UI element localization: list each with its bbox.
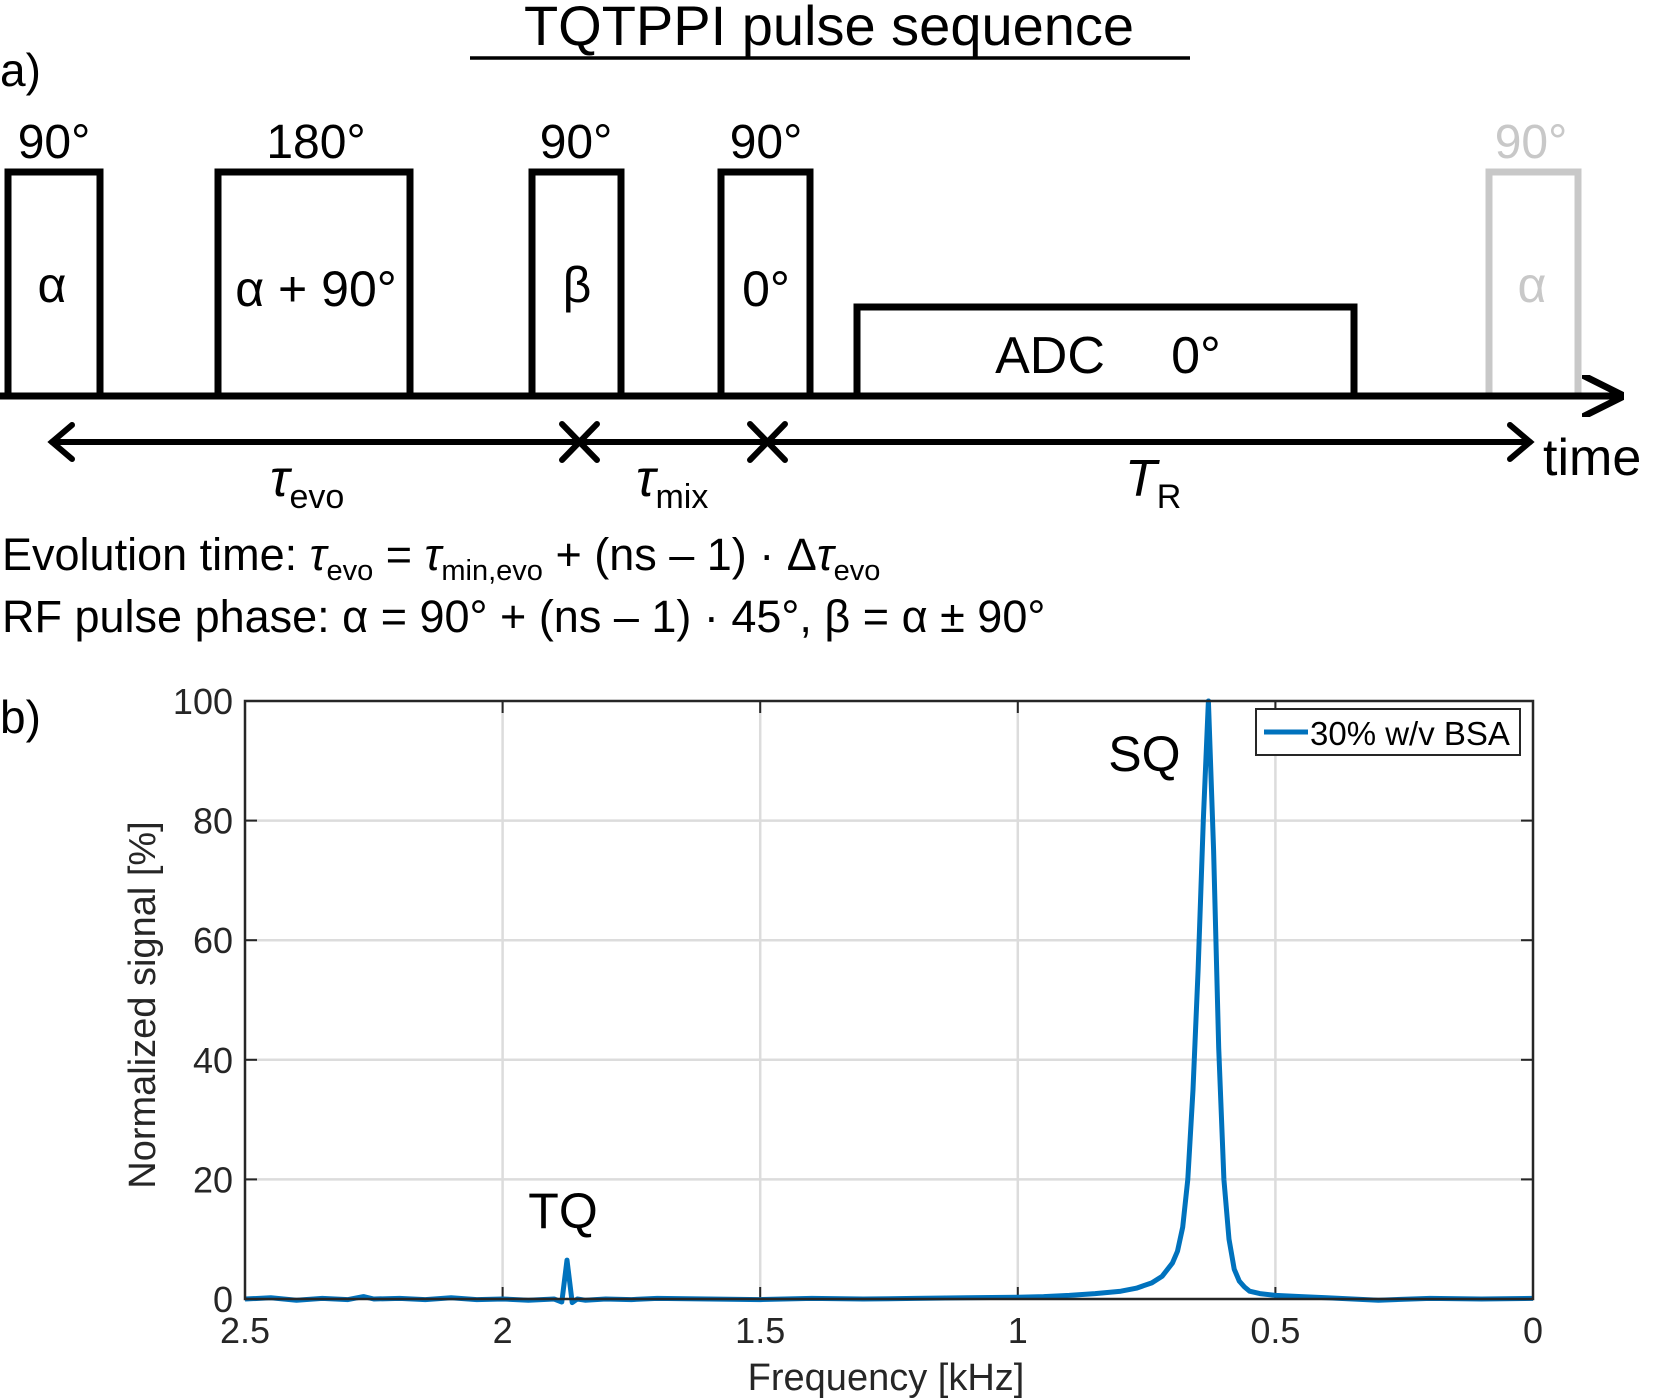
x-tick-label: 2.5 bbox=[220, 1310, 270, 1351]
pulse-2-phase: α + 90° bbox=[235, 261, 397, 317]
x-tick-label: 2 bbox=[493, 1310, 513, 1351]
evo-arrow-head bbox=[47, 422, 75, 462]
y-tick-label: 60 bbox=[193, 920, 233, 961]
figure-title: TQTPPI pulse sequence bbox=[524, 0, 1134, 57]
y-axis-label: Normalized signal [%] bbox=[122, 821, 164, 1188]
pulse-5-phase: α bbox=[1518, 257, 1547, 313]
pulse-4-phase: 0° bbox=[742, 261, 790, 317]
y-axis-ticks: 0 20 40 60 80 100 bbox=[173, 681, 1533, 1320]
y-tick-label: 0 bbox=[213, 1279, 233, 1320]
x-tick-label: 1 bbox=[1008, 1310, 1028, 1351]
legend-label: 30% w/v BSA bbox=[1310, 715, 1510, 752]
interval-arrows bbox=[47, 421, 1535, 463]
y-tick-label: 80 bbox=[193, 801, 233, 842]
tau-evo-label: τevo bbox=[270, 450, 344, 516]
y-tick-label: 100 bbox=[173, 681, 233, 722]
panel-a-label: a) bbox=[0, 44, 41, 96]
x-tick-label: 0 bbox=[1523, 1310, 1543, 1351]
pulse-1-phase: α bbox=[38, 257, 67, 313]
pulse-3-phase: β bbox=[563, 257, 592, 313]
grid bbox=[245, 701, 1533, 1299]
pulse-3-angle: 90° bbox=[540, 116, 613, 169]
adc-label: ADC bbox=[995, 327, 1105, 385]
legend: 30% w/v BSA bbox=[1255, 708, 1521, 756]
rf-phase-equation: RF pulse phase: α = 90° + (ns – 1) · 45°… bbox=[2, 591, 1045, 642]
x-axis-ticks: 2.5 2 1.5 1 0.5 0 bbox=[220, 701, 1543, 1351]
x-axis-label: Frequency [kHz] bbox=[748, 1357, 1025, 1399]
series-line-30-bsa bbox=[244, 698, 1534, 1306]
adc-phase: 0° bbox=[1171, 327, 1221, 385]
tq-peak-annotation: TQ bbox=[528, 1183, 597, 1239]
sq-peak-annotation: SQ bbox=[1108, 726, 1180, 782]
tr-label: TR bbox=[1125, 450, 1181, 516]
pulse-2-angle: 180° bbox=[266, 116, 365, 169]
y-tick-label: 40 bbox=[193, 1040, 233, 1081]
plot-frame bbox=[243, 699, 1535, 1301]
panel-b-label: b) bbox=[0, 691, 41, 743]
pulse-1-angle: 90° bbox=[18, 116, 91, 169]
x-tick-label: 0.5 bbox=[1250, 1310, 1300, 1351]
evolution-time-equation: Evolution time: τevo = τmin,evo + (ns – … bbox=[2, 529, 880, 587]
pulse-4-angle: 90° bbox=[730, 116, 803, 169]
mix-tr-cross bbox=[747, 421, 788, 463]
tau-mix-label: τmix bbox=[636, 450, 708, 516]
pulse-5-angle: 90° bbox=[1495, 116, 1568, 169]
spectrum-plot: 2.5 2 1.5 1 0.5 0 0 20 40 60 80 100 bbox=[173, 681, 1543, 1351]
time-label: time bbox=[1543, 429, 1641, 487]
x-tick-label: 1.5 bbox=[735, 1310, 785, 1351]
tr-arrow-head bbox=[1507, 422, 1535, 462]
evo-mix-cross bbox=[559, 421, 600, 463]
adc-box bbox=[853, 303, 1358, 400]
y-tick-label: 20 bbox=[193, 1159, 233, 1200]
